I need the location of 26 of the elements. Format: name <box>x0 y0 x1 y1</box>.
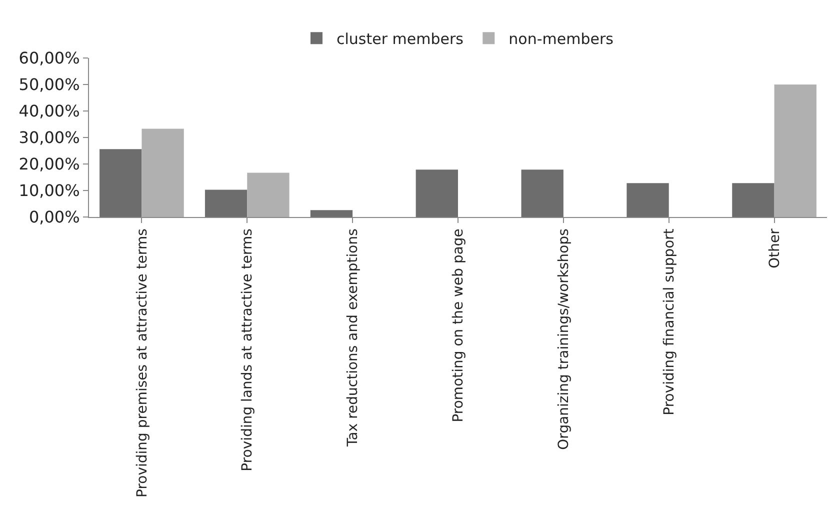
bar <box>310 210 353 217</box>
y-tick-label: 10,00% <box>18 181 80 200</box>
bar <box>416 170 458 217</box>
x-tick-label: Promoting on the web page <box>450 228 467 422</box>
y-tick-label: 30,00% <box>18 128 80 148</box>
y-tick-label: 0,00% <box>28 208 80 227</box>
bar <box>732 183 774 217</box>
y-tick-label: 50,00% <box>18 75 80 94</box>
legend-label: non-members <box>508 30 614 48</box>
bar <box>626 183 669 217</box>
bar <box>204 190 248 217</box>
y-tick-label: 20,00% <box>18 154 80 174</box>
legend-label: cluster members <box>336 30 464 48</box>
bar <box>774 84 816 217</box>
x-tick-label: Other <box>766 228 783 268</box>
x-tick-label: Providing premises at attractive terms <box>134 228 150 498</box>
x-tick-label: Tax reductions and exemptions <box>345 228 362 448</box>
x-tick-label: Organizing trainings/workshops <box>556 228 572 450</box>
x-tick-label: Providing lands at attractive terms <box>240 228 256 472</box>
bar <box>100 149 142 217</box>
bar <box>247 172 290 217</box>
x-tick-label: Providing financial support <box>661 228 678 416</box>
y-tick-label: 60,00% <box>18 48 80 68</box>
y-tick-label: 40,00% <box>18 102 80 121</box>
bar <box>142 128 184 217</box>
bar <box>521 170 564 217</box>
